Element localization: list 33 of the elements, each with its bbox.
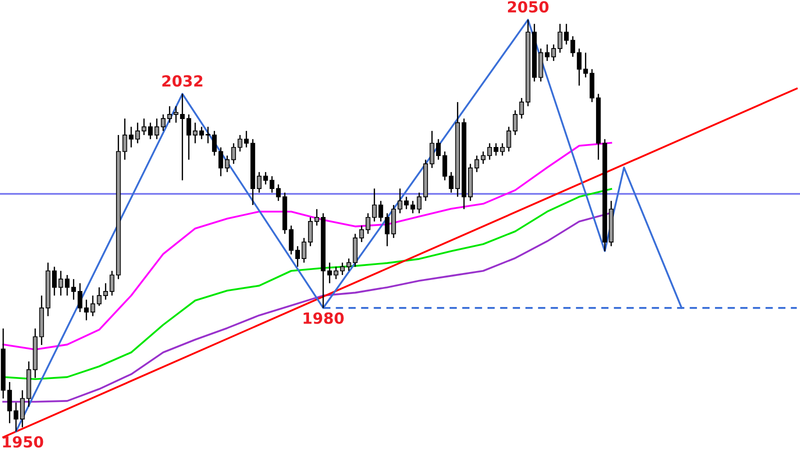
candlestick	[384, 212, 390, 247]
candlestick	[160, 114, 166, 132]
candlestick	[64, 274, 70, 296]
candlestick	[480, 150, 486, 164]
annotation: 1980	[304, 312, 344, 324]
candlestick	[58, 270, 64, 296]
candlestick	[314, 208, 320, 226]
candlestick	[96, 286, 102, 306]
candlestick	[154, 118, 160, 140]
candlestick	[128, 126, 134, 148]
candlestick	[506, 126, 512, 152]
candlestick	[570, 36, 576, 58]
annotation: 2032	[162, 75, 202, 87]
candlestick	[218, 146, 224, 177]
candlestick	[122, 118, 128, 160]
candlestick	[256, 171, 262, 194]
candlestick	[90, 294, 96, 317]
annotation: 1950	[3, 436, 44, 448]
candlestick	[288, 224, 294, 256]
candlestick	[192, 122, 198, 144]
candlestick	[442, 150, 448, 181]
candlestick	[186, 114, 192, 160]
candlestick	[544, 44, 550, 62]
candlestick	[512, 110, 518, 136]
candlestick	[410, 200, 416, 214]
candlestick	[448, 171, 454, 194]
candlestick	[474, 154, 480, 173]
annotation: 2050	[508, 1, 549, 13]
candlestick	[576, 48, 582, 86]
candlestick	[378, 200, 384, 222]
candlestick	[224, 154, 230, 173]
candlestick	[346, 258, 352, 272]
candlestick	[416, 192, 422, 214]
